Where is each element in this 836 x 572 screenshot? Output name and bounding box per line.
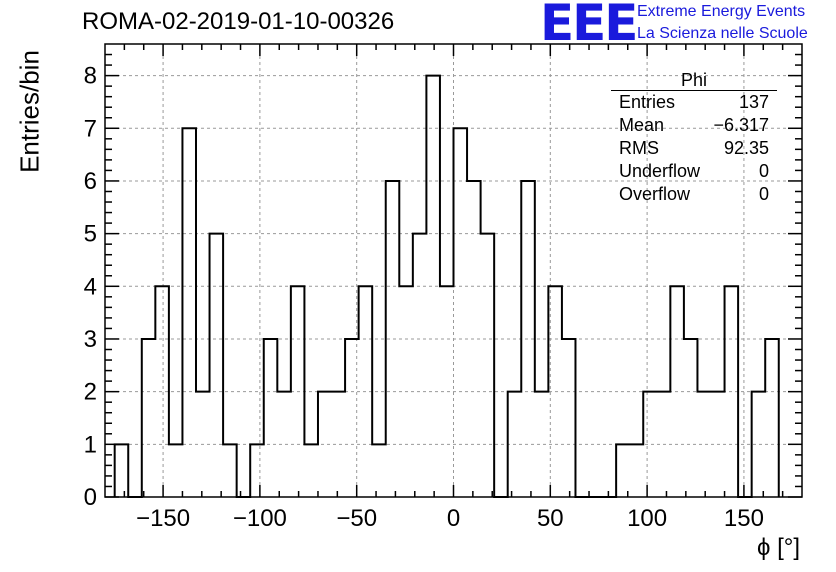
histogram-bin-31: [535, 392, 549, 497]
histogram-bin-11: [264, 339, 278, 497]
y-tick-label-8: 8: [84, 63, 97, 90]
stats-row-mean: Mean −6.317: [611, 114, 777, 137]
stats-title: Phi: [611, 70, 777, 91]
x-axis: −150 −100 −50 0 50 100 150: [123, 44, 784, 532]
stats-row-rms: RMS 92.35: [611, 137, 777, 160]
stats-row-entries: Entries 137: [611, 91, 777, 114]
stats-box: Phi Entries 137 Mean −6.317 RMS 92.35 Un…: [611, 70, 777, 206]
histogram-bin-4: [169, 444, 183, 497]
histogram-bin-37: [616, 444, 630, 497]
x-tick-label-5: 100: [627, 505, 667, 532]
histogram-bin-25: [454, 128, 468, 497]
y-tick-label-4: 4: [84, 273, 97, 300]
stats-overflow-label: Overflow: [619, 184, 691, 204]
stats-underflow-label: Underflow: [619, 161, 701, 181]
y-tick-label-1: 1: [84, 431, 97, 458]
y-tick-label-2: 2: [84, 379, 97, 406]
histogram-bin-2: [142, 339, 156, 497]
stats-mean-label: Mean: [619, 115, 665, 135]
histogram-bin-8: [223, 444, 237, 497]
histogram-bars: [113, 74, 780, 498]
x-tick-label-4: 50: [537, 505, 564, 532]
logo-line-1: Extreme Energy Events: [637, 3, 806, 20]
stats-row-overflow: Overflow 0: [611, 183, 777, 206]
x-tick-label-0: −150: [136, 505, 190, 532]
y-tick-label-6: 6: [84, 168, 97, 195]
histogram-bin-22: [413, 234, 427, 497]
y-axis-label: Entries/bin: [14, 50, 45, 173]
histogram-bin-27: [481, 234, 495, 497]
x-tick-label-3: 0: [447, 505, 460, 532]
histogram-bin-33: [562, 339, 576, 497]
histogram-bin-7: [210, 234, 224, 497]
stats-mean-value: −6.317: [713, 115, 769, 135]
y-tick-label-7: 7: [84, 115, 97, 142]
histogram-bin-19: [372, 444, 386, 497]
stats-entries-label: Entries: [619, 92, 676, 112]
logo-line-2: La Scienza nelle Scuole: [637, 25, 808, 42]
y-axis: 0 1 2 3 4 5 6 7 8: [84, 53, 802, 511]
histogram-bin-10: [250, 444, 264, 497]
eee-logo: EEE: [540, 0, 638, 52]
histogram-bin-42: [684, 339, 698, 497]
histogram-bin-5: [182, 128, 196, 497]
y-tick-label-0: 0: [84, 484, 97, 511]
y-tick-label-3: 3: [84, 326, 97, 353]
x-tick-label-1: −100: [233, 505, 287, 532]
histogram-bin-0: [115, 444, 129, 497]
stats-underflow-value: 0: [758, 161, 769, 181]
y-tick-label-5: 5: [84, 221, 97, 248]
chart-title: ROMA-02-2019-01-10-00326: [82, 8, 395, 35]
stats-rms-label: RMS: [619, 138, 659, 158]
histogram-bin-14: [304, 444, 318, 497]
stats-rms-value: 92.35: [723, 138, 769, 158]
stats-row-underflow: Underflow 0: [611, 160, 777, 183]
x-axis-label: ϕ [°]: [756, 534, 800, 561]
histogram-bin-38: [630, 444, 644, 497]
x-tick-label-2: −50: [336, 505, 377, 532]
stats-entries-value: 137: [738, 92, 769, 112]
histogram-outline: [113, 74, 780, 498]
histogram-bin-48: [765, 339, 779, 497]
x-tick-label-6: 150: [724, 505, 764, 532]
stats-overflow-value: 0: [758, 184, 769, 204]
